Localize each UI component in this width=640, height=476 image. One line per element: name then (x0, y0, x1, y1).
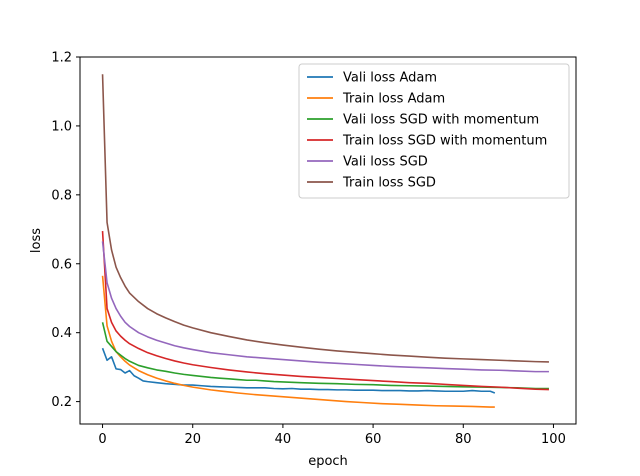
legend-label: Vali loss SGD (343, 155, 428, 170)
y-tick-label: 0.6 (51, 257, 72, 272)
legend: Vali loss Adam Train loss Adam Vali loss S… (298, 63, 570, 199)
series-line-4 (101, 230, 549, 391)
y-tick-label: 0.8 (51, 188, 72, 203)
series-line-5 (101, 241, 549, 373)
x-tick-label: 20 (184, 432, 201, 447)
x-axis-label: epoch (308, 454, 348, 469)
legend-label: Train loss Adam (342, 92, 445, 107)
y-tick-label: 0.4 (51, 326, 72, 341)
x-tick-label: 100 (541, 432, 566, 447)
y-tick-label: 0.2 (51, 395, 72, 410)
x-tick-label: 0 (98, 432, 106, 447)
series-layer (101, 74, 549, 408)
legend-label: Vali loss SGD with momentum (343, 113, 539, 128)
legend-label: Train loss SGD with momentum (342, 134, 547, 149)
legend-label: Vali loss Adam (343, 71, 437, 86)
plot-frame (79, 56, 577, 425)
legend-label: Train loss SGD (342, 176, 436, 191)
y-axis-label: loss (29, 228, 44, 253)
x-tick-label: 60 (365, 432, 382, 447)
series-line-3 (101, 322, 549, 390)
series-line-6 (101, 74, 549, 363)
y-tick-label: 1.2 (51, 51, 72, 66)
y-tick-label: 1.0 (51, 119, 72, 134)
series-line-1 (101, 347, 496, 394)
y-axis: 0.2 0.4 0.6 0.8 1.0 1.2 (51, 51, 80, 410)
legend-box (298, 63, 570, 199)
series-line-2 (101, 275, 495, 408)
x-tick-label: 40 (275, 432, 292, 447)
x-axis: 0 20 40 60 80 100 (98, 424, 566, 447)
x-tick-label: 80 (455, 432, 472, 447)
